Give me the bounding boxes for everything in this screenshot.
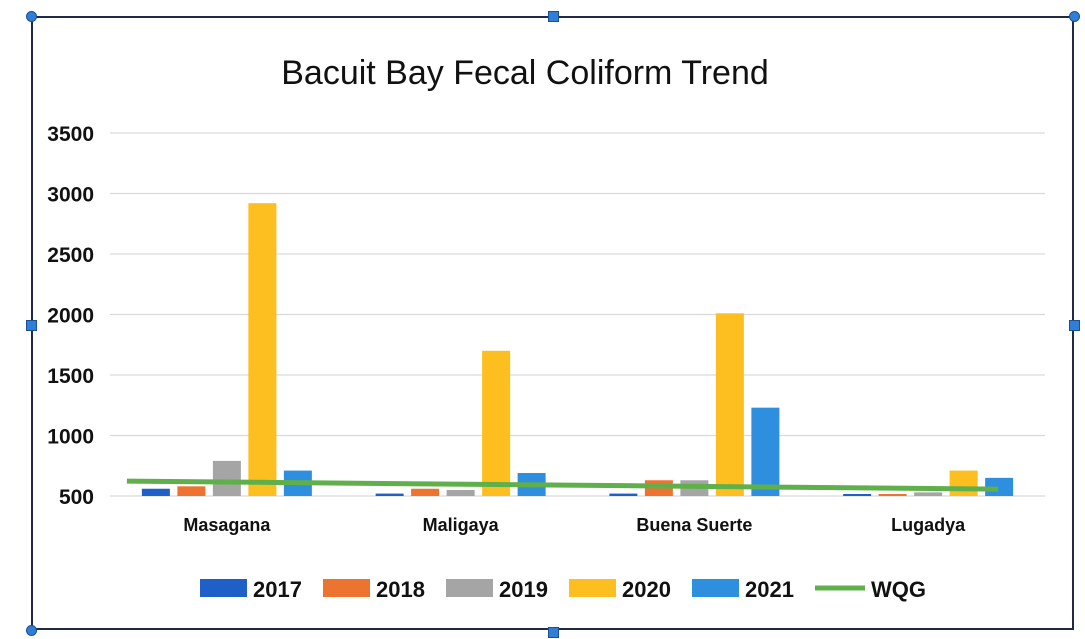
legend-label: 2019 <box>499 577 548 602</box>
y-tick-label: 2000 <box>47 305 94 328</box>
bar-2020-2 <box>715 313 744 496</box>
x-axis: Masagana Maligaya Buena Suerte Lugadya <box>183 515 966 535</box>
x-category-label: Buena Suerte <box>636 515 752 535</box>
bar-2019-0 <box>212 460 241 496</box>
bar-2019-1 <box>446 489 475 496</box>
y-tick-label: 500 <box>59 486 94 509</box>
resize-handle-top-center[interactable] <box>548 11 559 22</box>
resize-handle-top-left[interactable] <box>26 11 37 22</box>
bars <box>141 203 1014 496</box>
bar-2019-3 <box>914 492 943 496</box>
y-tick-label: 1000 <box>47 426 94 449</box>
bar-2020-1 <box>482 350 511 496</box>
legend: 2017 2018 2019 2020 2021 WQG <box>200 577 926 602</box>
resize-handle-middle-left[interactable] <box>26 320 37 331</box>
bar-2020-3 <box>949 470 978 496</box>
bar-2021-2 <box>751 407 780 496</box>
y-axis: 500 1000 1500 2000 2500 3000 3500 <box>47 123 94 509</box>
resize-handle-bottom-left[interactable] <box>26 625 37 636</box>
legend-swatch-2020 <box>569 579 616 597</box>
resize-handle-middle-right[interactable] <box>1069 320 1080 331</box>
x-category-label: Lugadya <box>891 515 966 535</box>
legend-label: 2018 <box>376 577 425 602</box>
resize-handle-top-right[interactable] <box>1069 11 1080 22</box>
bar-2020-0 <box>248 203 277 496</box>
legend-label: 2020 <box>622 577 671 602</box>
y-tick-label: 3500 <box>47 123 94 146</box>
bar-2018-0 <box>177 486 206 496</box>
bar-2017-2 <box>609 493 638 496</box>
legend-swatch-2017 <box>200 579 247 597</box>
bar-2018-1 <box>411 488 440 496</box>
chart-title: Bacuit Bay Fecal Coliform Trend <box>281 54 769 92</box>
x-category-label: Masagana <box>183 515 271 535</box>
legend-label: 2021 <box>745 577 794 602</box>
y-tick-label: 1500 <box>47 365 94 388</box>
reference-lines <box>126 478 999 492</box>
y-tick-label: 3000 <box>47 184 94 207</box>
y-tick-label: 2500 <box>47 244 94 267</box>
legend-swatch-2018 <box>323 579 370 597</box>
line-WQG <box>126 478 999 492</box>
bar-2018-3 <box>878 494 907 496</box>
legend-swatch-2019 <box>446 579 493 597</box>
bar-2017-3 <box>843 494 872 496</box>
resize-handle-bottom-center[interactable] <box>548 627 559 638</box>
legend-swatch-2021 <box>692 579 739 597</box>
legend-label: 2017 <box>253 577 302 602</box>
bar-2017-0 <box>141 488 170 496</box>
bar-2017-1 <box>375 493 404 496</box>
x-category-label: Maligaya <box>423 515 500 535</box>
legend-label: WQG <box>871 577 926 602</box>
